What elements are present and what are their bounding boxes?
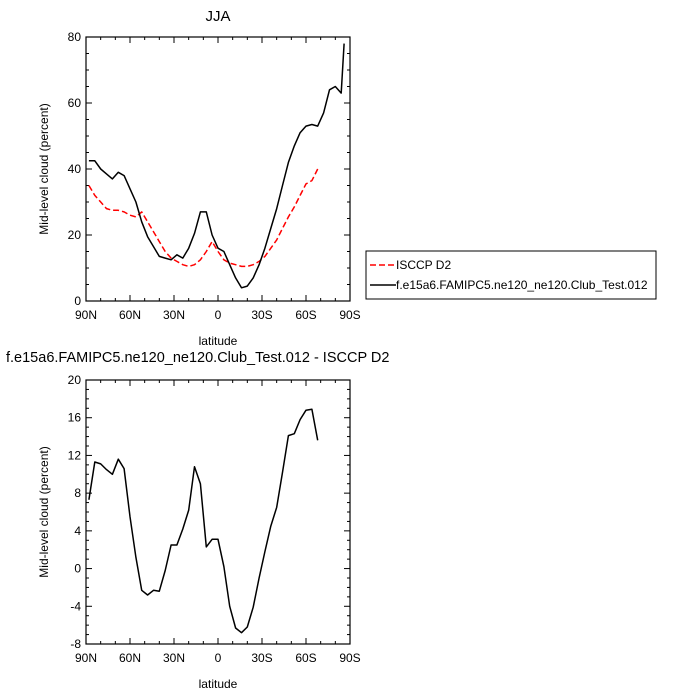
y-tick-label: 16 bbox=[68, 411, 82, 425]
plot-frame bbox=[85, 379, 351, 645]
x-tick-label: 90N bbox=[75, 308, 97, 322]
legend-label-1: f.e15a6.FAMIPC5.ne120_ne120.Club_Test.01… bbox=[396, 278, 648, 292]
y-tick-label: 4 bbox=[74, 524, 81, 538]
y-tick-label: -8 bbox=[70, 637, 81, 651]
y-axis-label: Mid-level cloud (percent) bbox=[37, 103, 51, 234]
chart-title: f.e15a6.FAMIPC5.ne120_ne120.Club_Test.01… bbox=[6, 350, 389, 366]
y-tick-label: 8 bbox=[74, 486, 81, 500]
chart-title: JJA bbox=[205, 8, 230, 25]
x-tick-label: 0 bbox=[215, 308, 222, 322]
legend-box bbox=[365, 250, 657, 300]
series-line-0 bbox=[88, 168, 319, 268]
y-tick-label: 80 bbox=[68, 30, 82, 44]
legend-label-0: ISCCP D2 bbox=[396, 258, 451, 272]
y-tick-label: -4 bbox=[70, 599, 81, 613]
y-tick-label: 40 bbox=[68, 162, 82, 176]
y-tick-label: 0 bbox=[74, 294, 81, 308]
x-axis-label: latitude bbox=[199, 334, 238, 348]
plot-frame bbox=[85, 36, 351, 302]
y-tick-label: 20 bbox=[68, 373, 82, 387]
y-tick-label: 60 bbox=[68, 96, 82, 110]
x-tick-label: 60S bbox=[295, 651, 316, 665]
x-tick-label: 60N bbox=[119, 308, 141, 322]
y-tick-label: 20 bbox=[68, 228, 82, 242]
y-axis-label: Mid-level cloud (percent) bbox=[37, 446, 51, 577]
x-tick-label: 90S bbox=[339, 308, 360, 322]
x-tick-label: 30S bbox=[251, 651, 272, 665]
x-tick-label: 30N bbox=[163, 308, 185, 322]
x-axis-label: latitude bbox=[199, 677, 238, 691]
series-line-0 bbox=[88, 408, 319, 634]
x-tick-label: 60N bbox=[119, 651, 141, 665]
series-line-1 bbox=[88, 43, 345, 289]
x-tick-label: 30N bbox=[163, 651, 185, 665]
x-tick-label: 90N bbox=[75, 651, 97, 665]
x-tick-label: 90S bbox=[339, 651, 360, 665]
y-tick-label: 0 bbox=[74, 562, 81, 576]
x-tick-label: 0 bbox=[215, 651, 222, 665]
x-tick-label: 30S bbox=[251, 308, 272, 322]
x-tick-label: 60S bbox=[295, 308, 316, 322]
y-tick-label: 12 bbox=[68, 448, 82, 462]
